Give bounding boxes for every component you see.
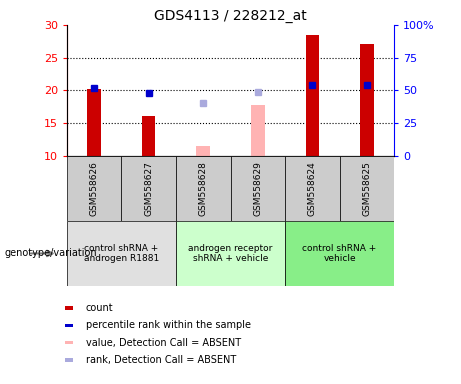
Bar [67,156,121,221]
Bar [340,156,394,221]
Text: rank, Detection Call = ABSENT: rank, Detection Call = ABSENT [86,355,236,365]
Title: GDS4113 / 228212_at: GDS4113 / 228212_at [154,8,307,23]
Text: GSM558624: GSM558624 [308,161,317,215]
Bar [306,35,319,156]
Bar [65,324,72,327]
Text: GSM558628: GSM558628 [199,161,208,215]
Bar [65,341,72,344]
Text: value, Detection Call = ABSENT: value, Detection Call = ABSENT [86,338,241,348]
Text: control shRNA +
androgen R1881: control shRNA + androgen R1881 [84,244,159,263]
Text: genotype/variation: genotype/variation [5,248,97,258]
Bar [87,89,101,156]
Bar [285,156,340,221]
Text: GSM558626: GSM558626 [89,161,99,215]
Text: androgen receptor
shRNA + vehicle: androgen receptor shRNA + vehicle [188,244,273,263]
Text: control shRNA +
vehicle: control shRNA + vehicle [302,244,377,263]
Bar [230,156,285,221]
Bar [251,104,265,156]
Bar [67,221,176,286]
Text: GSM558625: GSM558625 [362,161,372,215]
Bar [121,156,176,221]
Text: percentile rank within the sample: percentile rank within the sample [86,320,251,331]
Text: GSM558629: GSM558629 [253,161,262,215]
Text: GSM558627: GSM558627 [144,161,153,215]
Bar [65,306,72,310]
Bar [65,358,72,362]
Bar [360,44,374,156]
Bar [142,116,155,156]
Bar [196,146,210,156]
Bar [176,156,230,221]
Bar [285,221,394,286]
Bar [176,221,285,286]
Text: count: count [86,303,113,313]
